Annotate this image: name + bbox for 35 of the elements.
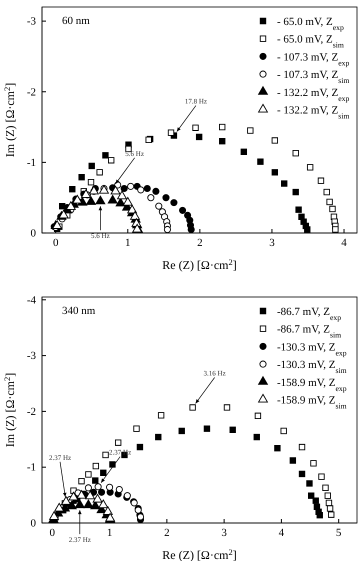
legend-label: - 107.3 mV, Z$_{sim}$ [277,69,350,85]
legend-label: -158.9 mV, Z$_{sim}$ [277,394,347,410]
x-tick-label: 0 [50,526,56,539]
legend-label: -130.3 mV, Z$_{sim}$ [277,359,347,375]
y-tick-label: -3 [26,350,36,362]
y-tick-label: -1 [26,156,36,169]
legend-label: - 132.2 mV, Z$_{sim}$ [277,104,350,120]
x-tick-label: 3 [269,236,276,249]
y-tick-label: -2 [26,86,36,98]
x-tick-label: 4 [341,236,348,249]
x-tick-label: 2 [197,236,203,249]
y-tick-label: 0 [30,228,36,240]
legend-label: - 107.3 mV, Z$_{exp}$ [277,51,350,67]
y-tick-label: -4 [26,294,36,306]
x-tick-label: 1 [125,236,131,249]
legend-label: -86.7 mV, Z$_{sim}$ [277,324,342,340]
x-tick-label: 2 [164,526,170,539]
text: 60 nm [62,15,90,27]
legend-label: - 65.0 mV, Z$_{exp}$ [277,16,344,32]
y-tick-label: -1 [26,462,36,474]
legend-label: -158.9 mV, Z$_{exp}$ [277,376,347,392]
y-tick-label: -2 [26,406,36,418]
legend-label: - 132.2 mV, Z$_{exp}$ [277,86,350,102]
legend-label: -130.3 mV, Z$_{exp}$ [277,341,347,357]
x-tick-label: 4 [278,526,285,539]
text: 340 nm [62,305,96,317]
x-axis-title: Re (Z) [Ω·cm$^{2}$] [162,258,237,272]
x-tick-label: 5 [336,526,342,539]
legend-label: - 65.0 mV, Z$_{sim}$ [277,34,344,50]
x-tick-label: 0 [52,236,59,249]
legend-label: -86.7 mV, Z$_{exp}$ [277,306,342,322]
x-tick-label: 1 [106,526,112,539]
y-tick-label: 0 [30,518,36,530]
x-tick-label: 3 [221,526,228,539]
y-tick-label: -3 [26,16,36,28]
